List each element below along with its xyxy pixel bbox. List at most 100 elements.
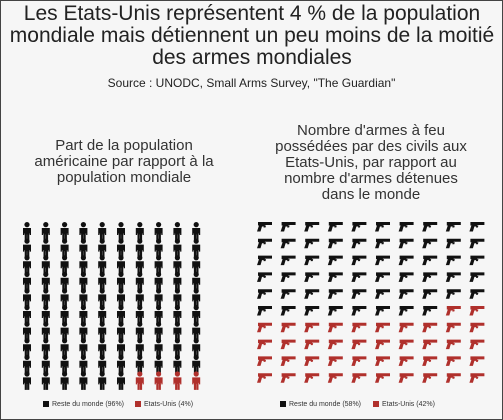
icon-body [192, 244, 201, 258]
icon-gun [327, 289, 343, 299]
icon-body [154, 377, 163, 390]
icon-body [154, 327, 163, 341]
icon-head [62, 255, 68, 261]
icon-head [193, 321, 199, 327]
icon-head [80, 305, 86, 311]
icon-body [60, 311, 69, 324]
legend-value: (96%) [105, 401, 124, 408]
icon-gun [469, 322, 485, 333]
icon-body [117, 360, 125, 374]
icon-head [174, 338, 180, 344]
icon-head [80, 354, 86, 360]
icon-gun [327, 356, 343, 366]
icon-body [173, 294, 182, 307]
icon-head [62, 271, 68, 277]
icon-body [23, 294, 31, 307]
icon-head [137, 238, 143, 244]
source: Source : UNODC, Small Arms Survey, "The … [107, 76, 396, 90]
icon-body [192, 327, 201, 341]
legend-name: Etats-Unis [144, 401, 177, 408]
icon-gun [445, 272, 461, 282]
icon-gun [375, 373, 390, 383]
icon-body [79, 277, 88, 291]
icon-gun [304, 373, 320, 383]
icon-body [117, 327, 125, 341]
icon-head [193, 271, 199, 277]
legend-label: Reste du monde (96%) [52, 401, 124, 408]
icon-gun [351, 339, 367, 350]
icon-gun [422, 356, 438, 366]
icon-gun [280, 373, 296, 383]
icon-body [173, 261, 182, 274]
icon-body [98, 377, 107, 390]
icon-body [79, 360, 88, 374]
icon-head [193, 238, 199, 244]
icon-body [135, 344, 144, 357]
icon-head [43, 321, 49, 327]
icon-head [24, 305, 30, 311]
icon-body [135, 261, 144, 274]
icon-gun [375, 255, 390, 266]
icon-gun [327, 272, 343, 282]
icon-gun [398, 373, 414, 383]
icon-head [43, 305, 49, 311]
icon-gun [304, 238, 320, 249]
legend-name: Reste du monde [52, 401, 103, 408]
icon-body [98, 277, 107, 291]
icon-gun [375, 222, 390, 232]
legend-label: Etats-Unis (4%) [144, 401, 193, 408]
icon-head [80, 321, 86, 327]
icon-head [118, 338, 124, 344]
icon-body [192, 377, 201, 390]
icon-body [117, 294, 125, 307]
icon-body [135, 377, 144, 390]
icon-head [99, 288, 105, 294]
icon-body [173, 360, 182, 374]
icon-head [43, 288, 49, 294]
legend-swatch [135, 401, 141, 407]
icon-group [257, 222, 485, 316]
icon-body [60, 360, 69, 374]
icon-head [174, 255, 180, 261]
icon-head [174, 271, 180, 277]
icon-gun [375, 289, 390, 299]
icon-head [24, 338, 30, 344]
icon-head [118, 238, 124, 244]
icon-body [23, 277, 31, 291]
icon-gun [351, 356, 367, 366]
icon-body [192, 261, 201, 274]
icon-gun [445, 373, 461, 383]
icon-gun [327, 339, 343, 350]
icon-gun [469, 356, 485, 366]
icon-body [79, 261, 88, 274]
icon-gun [280, 222, 296, 232]
icon-gun [398, 238, 414, 249]
icon-gun [469, 339, 485, 350]
icon-gun [280, 356, 296, 366]
icon-gun [280, 306, 296, 316]
legend-swatch [373, 401, 379, 407]
icon-body [60, 261, 69, 274]
icon-gun [327, 255, 343, 266]
icon-body [154, 277, 163, 291]
icon-body [135, 360, 144, 374]
icon-gun [469, 238, 485, 249]
icon-body [23, 360, 31, 374]
icon-head [193, 305, 199, 311]
icon-head [174, 238, 180, 244]
icon-head [24, 371, 30, 377]
icon-head [156, 321, 162, 327]
icon-gun [398, 339, 414, 350]
icon-gun [445, 255, 461, 266]
icon-head [137, 271, 143, 277]
legend-label: Reste du monde (58%) [289, 401, 361, 408]
icon-gun [351, 255, 367, 266]
icon-body [60, 377, 69, 390]
icon-body [79, 294, 88, 307]
icon-gun [304, 322, 320, 333]
icon-gun [304, 272, 320, 282]
icon-head [43, 371, 49, 377]
icon-gun [280, 339, 296, 350]
icon-head [62, 321, 68, 327]
icon-gun [257, 322, 272, 333]
